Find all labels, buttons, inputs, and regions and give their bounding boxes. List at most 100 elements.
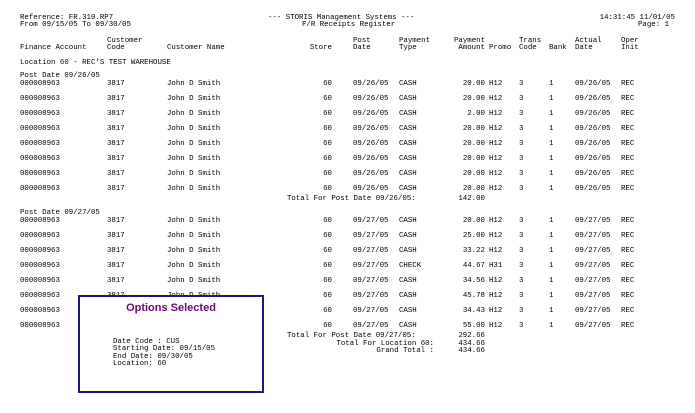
cell: 1 (549, 307, 554, 315)
cell: 3 (519, 217, 524, 225)
option-line: End Date: 09/30/05 (113, 352, 193, 361)
cell: John D Smith (167, 232, 221, 240)
date-range: From 09/15/05 To 09/30/05 (20, 21, 131, 29)
cell: 09/27/05 (575, 232, 611, 240)
cell: 1 (549, 80, 554, 88)
cell: 60 (323, 185, 332, 193)
cell: 60 (323, 322, 332, 330)
cell: 000008963 (20, 125, 60, 133)
cell: 2.00 (467, 110, 485, 118)
options-panel: Options Selected Date Code : CUS Starting… (78, 295, 264, 393)
cell: H12 (489, 170, 503, 178)
cell: 1 (549, 170, 554, 178)
cell: 09/27/05 (575, 277, 611, 285)
cell: 20.00 (462, 217, 485, 225)
cell: CASH (399, 232, 417, 240)
cell: 09/27/05 (353, 247, 389, 255)
cell: 45.78 (462, 292, 485, 300)
cell: 09/26/05 (353, 125, 389, 133)
column-header: Store (309, 44, 332, 52)
cell: 000008963 (20, 217, 60, 225)
cell: 000008963 (20, 140, 60, 148)
summary-value: 434.66 (458, 340, 485, 348)
cell: 60 (323, 170, 332, 178)
cell: 55.00 (462, 322, 485, 330)
system-name: --- STORIS Management Systems --- (268, 14, 415, 22)
cell: 3 (519, 125, 524, 133)
cell: 3 (519, 292, 524, 300)
cell: 3817 (107, 155, 125, 163)
cell: 60 (323, 277, 332, 285)
cell: 3 (519, 247, 524, 255)
report-name: F/R Receipts Register (302, 21, 396, 29)
cell: REC (621, 170, 635, 178)
column-header: Finance Account (20, 44, 87, 52)
group-heading: Post Date 09/27/05 (20, 209, 100, 217)
cell: H12 (489, 322, 503, 330)
column-header: Bank (549, 44, 567, 52)
cell: REC (621, 247, 635, 255)
cell: John D Smith (167, 185, 221, 193)
cell: 1 (549, 140, 554, 148)
cell: 1 (549, 110, 554, 118)
cell: H12 (489, 232, 503, 240)
cell: 09/26/05 (575, 110, 611, 118)
cell: REC (621, 307, 635, 315)
cell: 09/27/05 (353, 322, 389, 330)
cell: REC (621, 232, 635, 240)
cell: REC (621, 322, 635, 330)
cell: 000008963 (20, 80, 60, 88)
cell: 1 (549, 185, 554, 193)
column-header: Type (399, 44, 417, 52)
cell: 09/27/05 (575, 247, 611, 255)
cell: 3817 (107, 185, 125, 193)
location-heading: Location 60 - REC'S TEST WAREHOUSE (20, 59, 171, 67)
cell: 09/27/05 (575, 217, 611, 225)
cell: 3817 (107, 140, 125, 148)
cell: 3817 (107, 262, 125, 270)
cell: CASH (399, 322, 417, 330)
cell: 3817 (107, 247, 125, 255)
cell: 25.00 (462, 232, 485, 240)
cell: 09/27/05 (353, 307, 389, 315)
cell: 3 (519, 277, 524, 285)
page-number: Page: 1 (637, 21, 669, 29)
cell: John D Smith (167, 170, 221, 178)
cell: 1 (549, 125, 554, 133)
cell: 60 (323, 262, 332, 270)
cell: H12 (489, 277, 503, 285)
cell: 09/26/05 (353, 170, 389, 178)
cell: REC (621, 292, 635, 300)
cell: 3 (519, 170, 524, 178)
cell: 09/27/05 (353, 232, 389, 240)
cell: 000008963 (20, 232, 60, 240)
cell: 1 (549, 95, 554, 103)
cell: 3817 (107, 170, 125, 178)
cell: 3 (519, 322, 524, 330)
group-total-label: Total For Post Date 09/27/05: (287, 332, 416, 340)
cell: CASH (399, 125, 417, 133)
cell: 09/27/05 (353, 277, 389, 285)
cell: REC (621, 155, 635, 163)
cell: 3817 (107, 125, 125, 133)
cell: REC (621, 125, 635, 133)
cell: 3817 (107, 80, 125, 88)
cell: 09/27/05 (575, 307, 611, 315)
cell: H12 (489, 140, 503, 148)
cell: 20.00 (462, 125, 485, 133)
cell: REC (621, 110, 635, 118)
cell: 3 (519, 80, 524, 88)
cell: 1 (549, 277, 554, 285)
column-header: Code (519, 44, 537, 52)
group-total-label: Total For Post Date 09/26/05: (287, 195, 416, 203)
cell: 1 (549, 292, 554, 300)
cell: H12 (489, 155, 503, 163)
cell: 3 (519, 95, 524, 103)
cell: 000008963 (20, 262, 60, 270)
cell: 09/26/05 (575, 185, 611, 193)
cell: CASH (399, 155, 417, 163)
cell: 60 (323, 247, 332, 255)
column-header: Oper (621, 37, 639, 45)
cell: CASH (399, 80, 417, 88)
cell: 44.67 (462, 262, 485, 270)
